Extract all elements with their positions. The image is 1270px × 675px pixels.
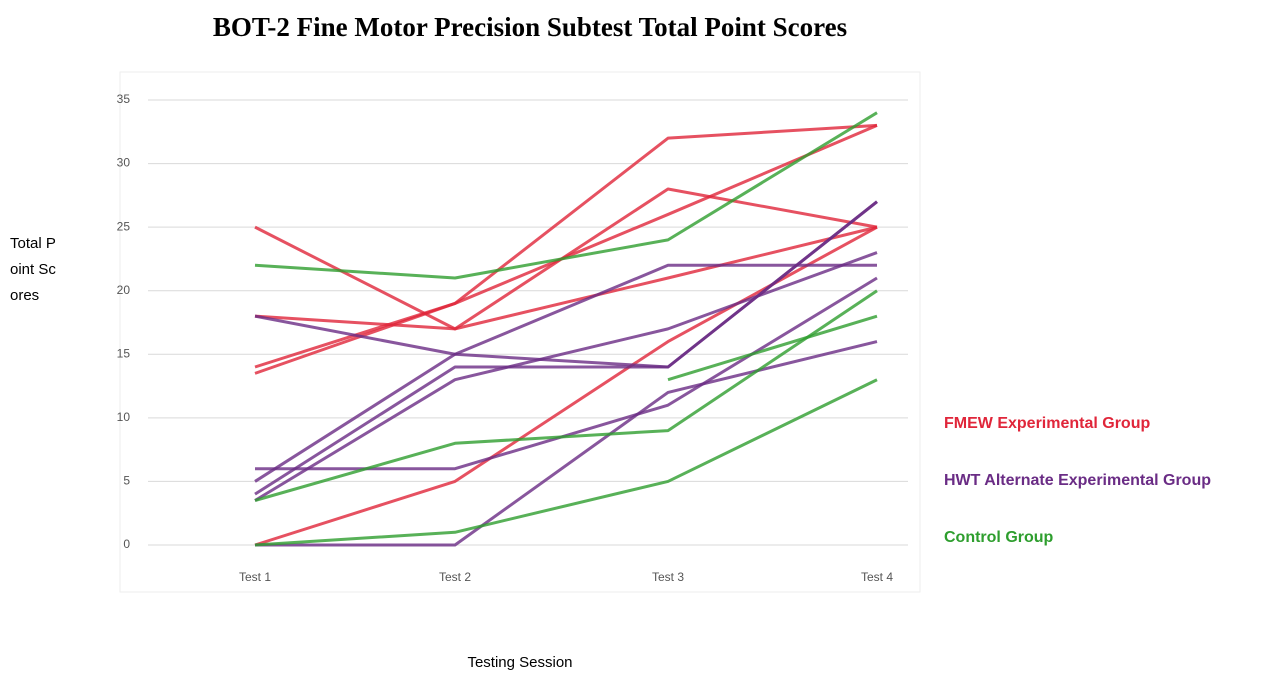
data-line xyxy=(254,200,878,369)
data-line xyxy=(254,378,878,547)
legend-label: HWT Alternate Experimental Group xyxy=(944,472,1211,489)
y-tick-label: 30 xyxy=(117,156,131,170)
data-line xyxy=(254,289,878,502)
y-tick-label: 0 xyxy=(123,537,130,551)
x-tick-label: Test 4 xyxy=(861,570,893,584)
x-tick-label: Test 3 xyxy=(652,570,684,584)
x-tick-label: Test 1 xyxy=(239,570,271,584)
legend-label: FMEW Experimental Group xyxy=(944,415,1150,432)
legend-label: Control Group xyxy=(944,529,1054,546)
x-axis-label: Testing Session xyxy=(467,654,573,671)
data-line xyxy=(254,111,878,280)
data-line xyxy=(255,340,878,547)
y-tick-label: 25 xyxy=(117,219,131,233)
data-line xyxy=(667,314,878,382)
x-tick-label: Test 2 xyxy=(439,570,471,584)
chart-title: BOT-2 Fine Motor Precision Subtest Total… xyxy=(213,12,847,42)
y-tick-label: 5 xyxy=(123,474,130,488)
y-tick-label: 20 xyxy=(117,283,131,297)
data-line xyxy=(254,123,878,375)
data-line xyxy=(254,251,878,502)
data-line xyxy=(254,263,877,483)
y-tick-label: 10 xyxy=(117,410,131,424)
y-axis-label: Total Point Scores xyxy=(10,235,56,304)
y-tick-label: 35 xyxy=(117,92,131,106)
data-line xyxy=(254,225,878,331)
data-line xyxy=(254,124,878,369)
plot-frame xyxy=(119,71,921,593)
data-line xyxy=(254,200,878,496)
y-tick-label: 15 xyxy=(117,346,131,360)
